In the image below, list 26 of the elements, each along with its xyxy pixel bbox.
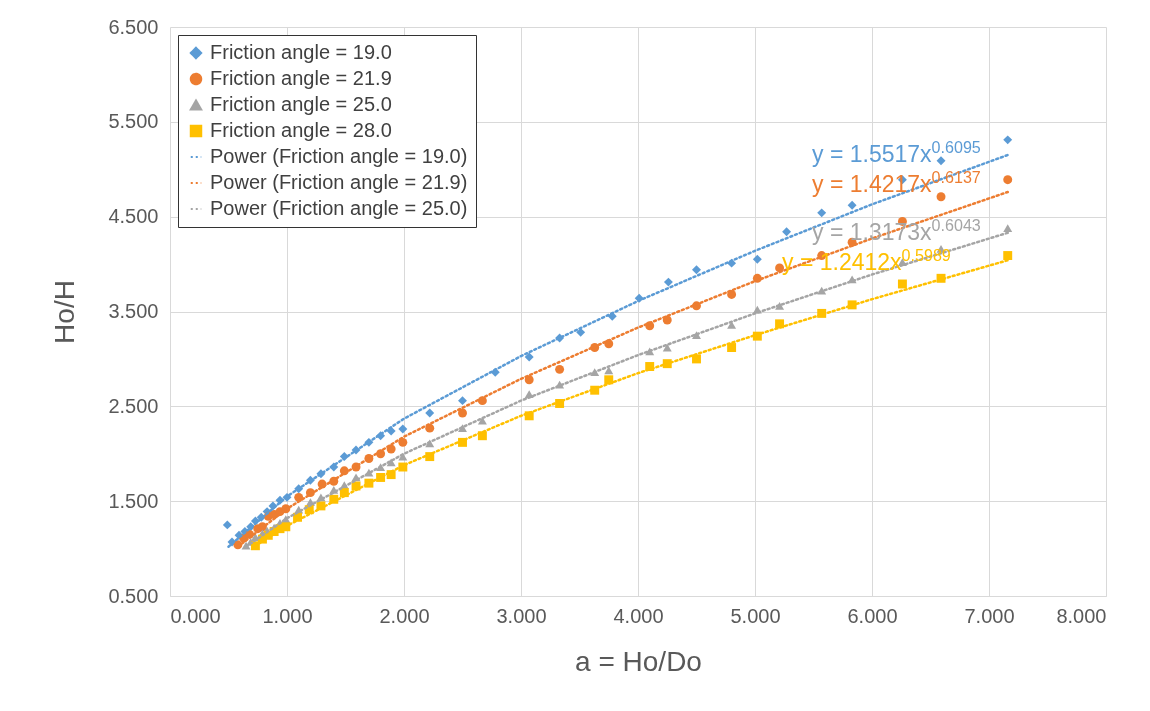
x-tick-label: 6.000: [847, 604, 898, 627]
x-tick-label: 8.000: [1056, 604, 1107, 627]
y-tick-label: 2.500: [108, 394, 159, 417]
legend-label: Power (Friction angle = 19.0): [210, 145, 468, 167]
y-tick-label: 4.500: [108, 205, 159, 228]
y-tick-label: 1.500: [108, 489, 159, 512]
y-tick-label: 6.500: [108, 15, 159, 38]
x-tick-label: 4.000: [613, 604, 664, 627]
legend-label: Friction angle = 28.0: [210, 119, 392, 141]
x-tick-label: 5.000: [730, 604, 781, 627]
y-axis-title: Ho/H: [49, 280, 81, 344]
legend-label: Power (Friction angle = 25.0): [210, 197, 468, 219]
x-tick-label: 1.000: [262, 604, 313, 627]
legend-label: Power (Friction angle = 21.9): [210, 171, 468, 193]
y-tick-label: 3.500: [108, 300, 159, 322]
x-axis-title: a = Ho/Do: [575, 645, 702, 677]
legend-label: Friction angle = 19.0: [210, 41, 392, 63]
annotation: y = 1.5517x$^{0.6095}$: [812, 138, 981, 167]
legend-label: Friction angle = 21.9: [210, 67, 392, 89]
x-tick-label: 2.000: [379, 604, 430, 627]
x-tick-label: 7.000: [964, 604, 1015, 627]
y-tick-label: 0.500: [108, 584, 159, 607]
legend-label: Friction angle = 25.0: [210, 93, 392, 115]
x-tick-label: 0.000: [170, 604, 221, 627]
x-tick-label: 3.000: [496, 604, 547, 627]
y-tick-label: 5.500: [108, 110, 159, 133]
